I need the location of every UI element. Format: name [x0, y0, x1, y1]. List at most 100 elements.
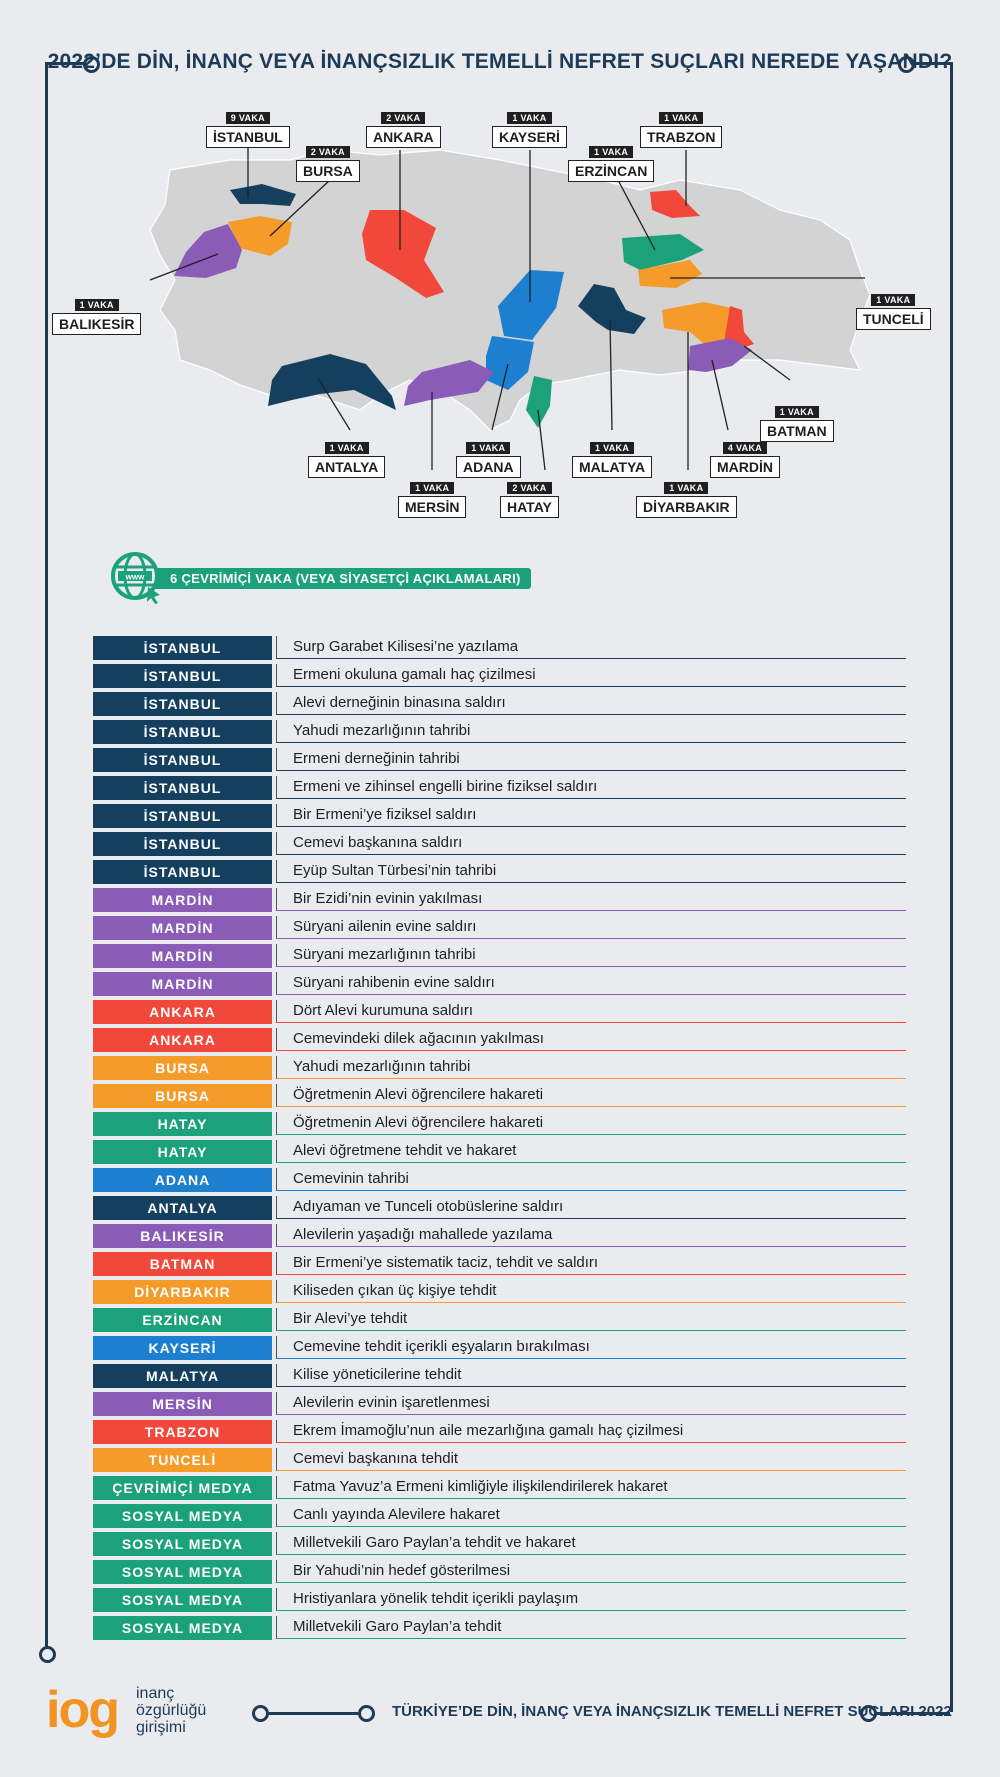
table-row: MARDİN Süryani mezarlığının tahribi: [93, 942, 906, 970]
row-description: Alevilerin yaşadığı mahallede yazılama: [276, 1224, 906, 1247]
table-row: MARDİN Süryani ailenin evine saldırı: [93, 914, 906, 942]
table-row: İSTANBUL Eyüp Sultan Türbesi’nin tahribi: [93, 858, 906, 886]
page-title: 2022’DE DİN, İNANÇ VEYA İNANÇSIZLIK TEME…: [47, 50, 953, 73]
row-description: Eyüp Sultan Türbesi’nin tahribi: [276, 860, 906, 883]
label-mersin: 1 VAKA MERSİN: [398, 478, 467, 518]
row-city-badge: ÇEVRİMİÇİ MEDYA: [93, 1476, 272, 1500]
label-erzincan: 1 VAKA ERZİNCAN: [568, 142, 655, 182]
row-description: Süryani ailenin evine saldırı: [276, 916, 906, 939]
region-mardin: [688, 338, 752, 372]
row-city-badge: İSTANBUL: [93, 776, 272, 800]
row-city-badge: SOSYAL MEDYA: [93, 1560, 272, 1584]
table-row: SOSYAL MEDYA Milletvekili Garo Paylan’a t…: [93, 1614, 906, 1642]
table-row: ADANA Cemevinin tahribi: [93, 1166, 906, 1194]
row-description: Fatma Yavuz’a Ermeni kimliğiyle ilişkile…: [276, 1476, 906, 1499]
row-city-badge: İSTANBUL: [93, 860, 272, 884]
row-city-badge: HATAY: [93, 1112, 272, 1136]
table-row: İSTANBUL Alevi derneğinin binasına saldır…: [93, 690, 906, 718]
frame-dot: [252, 1705, 269, 1722]
region-erzincan: [622, 234, 704, 270]
row-description: Milletvekili Garo Paylan’a tehdit: [276, 1616, 906, 1639]
region-istanbul: [230, 184, 296, 206]
row-city-badge: HATAY: [93, 1140, 272, 1164]
row-description: Bir Ermeni’ye sistematik taciz, tehdit v…: [276, 1252, 906, 1275]
table-row: İSTANBUL Ermeni derneğinin tahribi: [93, 746, 906, 774]
frame-right: [950, 62, 953, 1712]
pointer-lines: [149, 146, 865, 471]
row-description: Öğretmenin Alevi öğrencilere hakareti: [276, 1084, 906, 1107]
label-batman: 1 VAKA BATMAN: [760, 402, 834, 442]
row-city-badge: TRABZON: [93, 1420, 272, 1444]
label-balikesir: 1 VAKA BALIKESİR: [52, 295, 142, 335]
region-malatya: [578, 284, 646, 334]
frame-dot: [39, 1646, 56, 1663]
row-description: Ekrem İmamoğlu’nun aile mezarlığına gama…: [276, 1420, 906, 1443]
row-description: Cemevine tehdit içerikli eşyaların bırak…: [276, 1336, 906, 1359]
row-city-badge: KAYSERİ: [93, 1336, 272, 1360]
table-row: İSTANBUL Bir Ermeni’ye fiziksel saldırı: [93, 802, 906, 830]
row-city-badge: DİYARBAKIR: [93, 1280, 272, 1304]
table-row: KAYSERİ Cemevine tehdit içerikli eşyaları…: [93, 1334, 906, 1362]
region-hatay: [526, 376, 552, 428]
label-diyarbakir: 1 VAKA DİYARBAKIR: [636, 478, 737, 518]
table-row: HATAY Öğretmenin Alevi öğrencilere hakare…: [93, 1110, 906, 1138]
row-city-badge: BURSA: [93, 1084, 272, 1108]
table-row: ANKARA Dört Alevi kurumuna saldırı: [93, 998, 906, 1026]
table-row: ANKARA Cemevindeki dilek ağacının yakılma…: [93, 1026, 906, 1054]
frame-dot: [860, 1705, 877, 1722]
row-description: Surp Garabet Kilisesi’ne yazılama: [276, 636, 906, 659]
row-city-badge: MALATYA: [93, 1364, 272, 1388]
frame-left: [45, 62, 48, 1652]
logo-line-2: özgürlüğü: [135, 1701, 207, 1719]
footer-caption: TÜRKİYE’DE DİN, İNANÇ VEYA İNANÇSIZLIK T…: [392, 1703, 952, 1720]
row-description: Ermeni derneğinin tahribi: [276, 748, 906, 771]
logo-mark: iog: [46, 1681, 120, 1739]
row-description: Cemevi başkanına saldırı: [276, 832, 906, 855]
row-city-badge: İSTANBUL: [93, 832, 272, 856]
row-description: Yahudi mezarlığının tahribi: [276, 720, 906, 743]
cases-list: İSTANBUL Surp Garabet Kilisesi’ne yazılam…: [93, 634, 906, 1642]
label-adana: 1 VAKA ADANA: [456, 438, 521, 478]
label-mardin: 4 VAKA MARDİN: [710, 438, 780, 478]
iog-logo: iog inanç özgürlüğü girişimi: [46, 1680, 206, 1740]
frame-bottom-right: [870, 1712, 950, 1715]
region-tunceli: [638, 260, 702, 288]
table-row: DİYARBAKIR Kiliseden çıkan üç kişiye tehd…: [93, 1278, 906, 1306]
label-tunceli: 1 VAKA TUNCELİ: [856, 290, 931, 330]
table-row: SOSYAL MEDYA Hristiyanlara yönelik tehdit…: [93, 1586, 906, 1614]
table-row: ERZİNCAN Bir Alevi’ye tehdit: [93, 1306, 906, 1334]
table-row: SOSYAL MEDYA Milletvekili Garo Paylan’a t…: [93, 1530, 906, 1558]
region-kayseri: [498, 270, 564, 340]
row-city-badge: BATMAN: [93, 1252, 272, 1276]
row-city-badge: ANTALYA: [93, 1196, 272, 1220]
row-city-badge: BALIKESİR: [93, 1224, 272, 1248]
row-city-badge: MARDİN: [93, 944, 272, 968]
row-city-badge: MARDİN: [93, 916, 272, 940]
label-antalya: 1 VAKA ANTALYA: [308, 438, 386, 478]
row-description: Milletvekili Garo Paylan’a tehdit ve hak…: [276, 1532, 906, 1555]
row-description: Dört Alevi kurumuna saldırı: [276, 1000, 906, 1023]
row-city-badge: ANKARA: [93, 1000, 272, 1024]
online-cases-label: 6 ÇEVRİMİÇİ VAKA (VEYA SİYASETÇİ AÇIKLAM…: [130, 567, 531, 589]
row-description: Alevilerin evinin işaretlenmesi: [276, 1392, 906, 1415]
frame-bottom-mid: [258, 1712, 358, 1715]
table-row: SOSYAL MEDYA Canlı yayında Alevilere haka…: [93, 1502, 906, 1530]
row-description: Bir Alevi’ye tehdit: [276, 1308, 906, 1331]
row-description: Ermeni okuluna gamalı haç çizilmesi: [276, 664, 906, 687]
row-city-badge: BURSA: [93, 1056, 272, 1080]
row-description: Adıyaman ve Tunceli otobüslerine saldırı: [276, 1196, 906, 1219]
region-ankara: [362, 210, 444, 298]
row-description: Cemevindeki dilek ağacının yakılması: [276, 1028, 906, 1051]
table-row: BURSA Öğretmenin Alevi öğrencilere hakare…: [93, 1082, 906, 1110]
table-row: ANTALYA Adıyaman ve Tunceli otobüslerine …: [93, 1194, 906, 1222]
label-istanbul: 9 VAKA İSTANBUL: [206, 108, 290, 148]
row-description: Ermeni ve zihinsel engelli birine fiziks…: [276, 776, 906, 799]
row-city-badge: MERSİN: [93, 1392, 272, 1416]
row-description: Süryani mezarlığının tahribi: [276, 944, 906, 967]
row-city-badge: İSTANBUL: [93, 664, 272, 688]
row-description: Yahudi mezarlığının tahribi: [276, 1056, 906, 1079]
region-trabzon: [650, 190, 700, 218]
globe-cursor-icon: www: [111, 552, 160, 604]
row-description: Kiliseden çıkan üç kişiye tehdit: [276, 1280, 906, 1303]
row-city-badge: İSTANBUL: [93, 720, 272, 744]
